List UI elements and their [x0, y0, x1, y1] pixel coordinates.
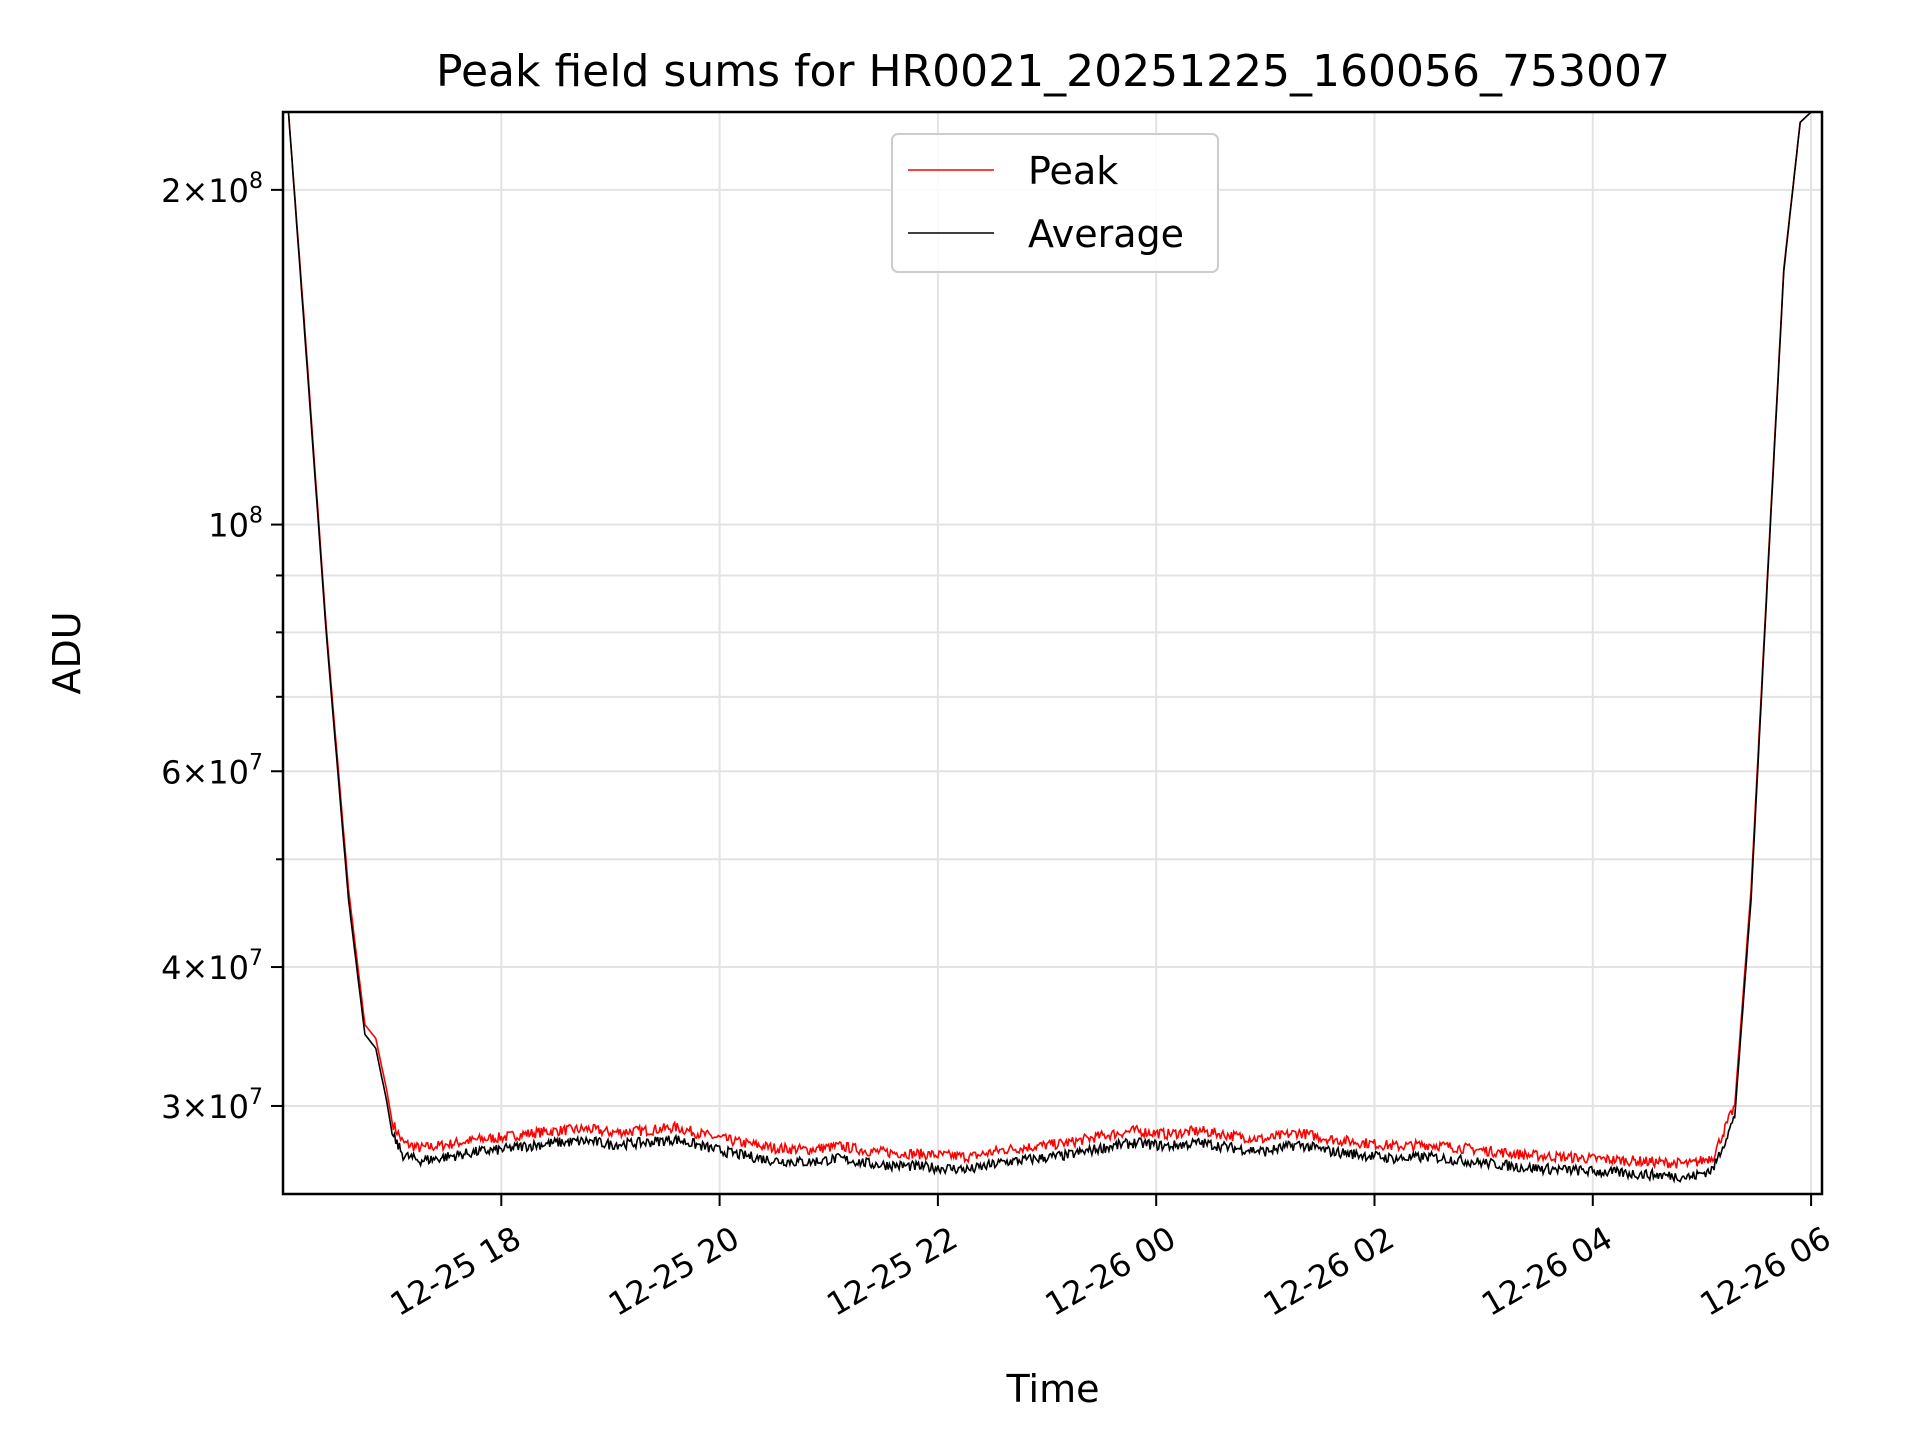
series-line-average — [287, 112, 1822, 1184]
y-tick-label: 2×108 — [161, 169, 263, 210]
legend-box — [891, 133, 1219, 273]
y-tick-label: 3×107 — [161, 1085, 263, 1126]
y-tick-label: 4×107 — [161, 946, 263, 987]
series-layer — [287, 112, 1822, 1184]
y-tick-label: 6×107 — [161, 750, 263, 791]
chart-title: Peak field sums for HR0021_20251225_1600… — [436, 46, 1670, 97]
legend-label-average: Average — [1028, 212, 1184, 256]
y-tick-label: 108 — [208, 504, 263, 545]
grid-layer — [283, 112, 1822, 1194]
legend-label-peak: Peak — [1028, 149, 1118, 193]
plot-frame — [281, 110, 1824, 1196]
x-axis-label: Time — [1006, 1367, 1100, 1411]
series-line-peak — [287, 112, 1822, 1170]
legend: Peak Average — [891, 133, 1219, 273]
y-axis-label: ADU — [45, 611, 89, 694]
